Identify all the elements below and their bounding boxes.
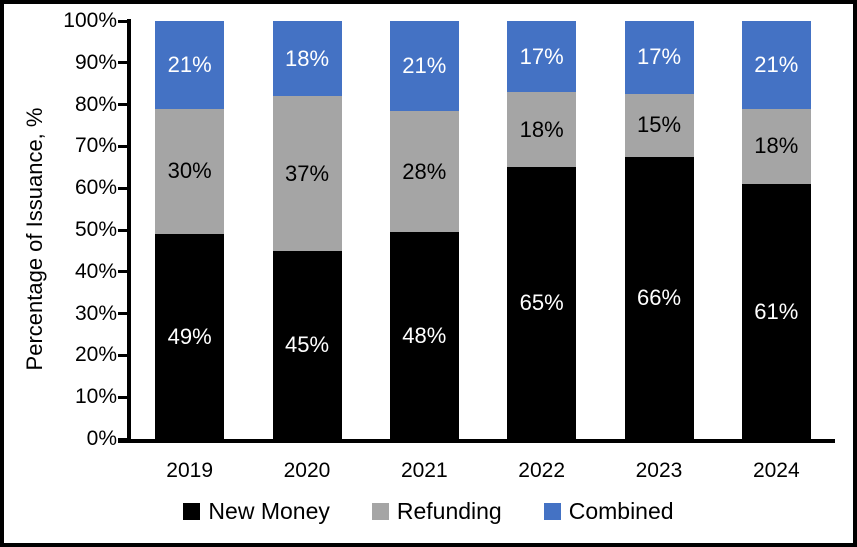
bar-segment-label: 17% bbox=[519, 43, 564, 69]
bar-segment-refunding: 30% bbox=[155, 108, 225, 235]
bar-segment-label: 21% bbox=[754, 51, 799, 77]
y-tick-label: 20% bbox=[74, 343, 117, 367]
bar-segment-label: 18% bbox=[754, 133, 799, 159]
bar-segment-refunding: 37% bbox=[272, 96, 342, 251]
y-tick-label: 80% bbox=[74, 92, 117, 116]
y-tick-label: 70% bbox=[74, 134, 117, 158]
legend-swatch-icon bbox=[371, 502, 389, 520]
y-tick bbox=[118, 353, 127, 357]
x-axis-label: 2023 bbox=[635, 459, 683, 482]
y-tick bbox=[118, 270, 127, 274]
bar-segment-combined: 21% bbox=[155, 21, 225, 109]
bar-segment-new-money: 61% bbox=[741, 184, 811, 439]
bar-segment-label: 18% bbox=[284, 45, 330, 71]
y-tick bbox=[118, 19, 127, 23]
legend-item-refunding: Refunding bbox=[371, 497, 502, 524]
y-tick bbox=[118, 103, 127, 107]
y-tick-label: 100% bbox=[63, 9, 117, 32]
chart-plot-area: Percentage of Issuance, % New Money Refun… bbox=[4, 4, 853, 543]
bar-segment-refunding: 15% bbox=[624, 93, 694, 158]
bar-segment-label: 65% bbox=[519, 290, 564, 316]
x-axis-label: 2019 bbox=[166, 459, 214, 482]
bar-segment-label: 45% bbox=[284, 331, 330, 357]
legend-item-combined: Combined bbox=[543, 497, 674, 524]
y-tick bbox=[118, 61, 127, 65]
y-tick bbox=[118, 312, 127, 316]
bar-segment-refunding: 18% bbox=[507, 92, 577, 168]
y-tick-label: 30% bbox=[74, 301, 117, 325]
y-tick-label: 0% bbox=[86, 427, 117, 450]
bar-segment-combined: 17% bbox=[624, 21, 694, 94]
bar-segment-label: 18% bbox=[519, 116, 564, 142]
x-axis-line bbox=[118, 439, 835, 443]
bar-segment-label: 28% bbox=[402, 158, 447, 184]
x-axis-label: 2022 bbox=[518, 459, 566, 482]
legend-label: Refunding bbox=[396, 497, 502, 524]
bar-segment-combined: 18% bbox=[272, 21, 342, 97]
x-axis-label: 2020 bbox=[283, 459, 331, 482]
bar-segment-label: 17% bbox=[636, 44, 682, 70]
y-tick-label: 60% bbox=[74, 176, 117, 200]
bar-segment-new-money: 45% bbox=[272, 250, 342, 439]
legend-swatch-icon bbox=[543, 502, 561, 520]
bar-segment-label: 37% bbox=[284, 160, 330, 186]
bar-segment-combined: 21% bbox=[741, 21, 811, 109]
bar-segment-refunding: 28% bbox=[389, 111, 459, 233]
chart-legend: New Money Refunding Combined bbox=[4, 494, 853, 528]
bar-segment-refunding: 18% bbox=[741, 108, 811, 184]
legend-item-new-money: New Money bbox=[183, 497, 330, 524]
y-tick-label: 40% bbox=[74, 259, 117, 283]
y-axis-line bbox=[127, 19, 131, 443]
legend-swatch-icon bbox=[183, 502, 201, 520]
bar-segment-new-money: 65% bbox=[507, 167, 577, 439]
bar-segment-new-money: 66% bbox=[624, 157, 694, 439]
bar-segment-label: 48% bbox=[402, 322, 447, 348]
y-tick bbox=[118, 395, 127, 399]
bar-segment-new-money: 48% bbox=[389, 232, 459, 439]
legend-label: Combined bbox=[568, 497, 674, 524]
x-axis-label: 2024 bbox=[752, 459, 800, 482]
y-tick-label: 10% bbox=[74, 385, 117, 409]
bar-segment-new-money: 49% bbox=[155, 234, 225, 439]
y-tick-label: 50% bbox=[74, 218, 117, 241]
bar-segment-label: 30% bbox=[167, 158, 212, 184]
legend-label: New Money bbox=[208, 497, 330, 524]
bar-segment-label: 49% bbox=[167, 323, 212, 349]
bar-segment-label: 15% bbox=[636, 112, 682, 138]
y-tick bbox=[118, 437, 127, 441]
bar-segment-label: 21% bbox=[402, 53, 447, 79]
y-tick bbox=[118, 228, 127, 232]
bar-segment-label: 66% bbox=[636, 285, 682, 311]
bar-segment-label: 61% bbox=[754, 298, 799, 324]
bar-segment-label: 21% bbox=[167, 51, 212, 77]
bar-segment-combined: 17% bbox=[507, 21, 577, 93]
y-tick bbox=[118, 186, 127, 190]
x-axis-label: 2021 bbox=[400, 459, 448, 482]
bar-segment-combined: 21% bbox=[389, 21, 459, 112]
y-tick bbox=[118, 144, 127, 148]
y-tick-label: 90% bbox=[74, 50, 117, 74]
